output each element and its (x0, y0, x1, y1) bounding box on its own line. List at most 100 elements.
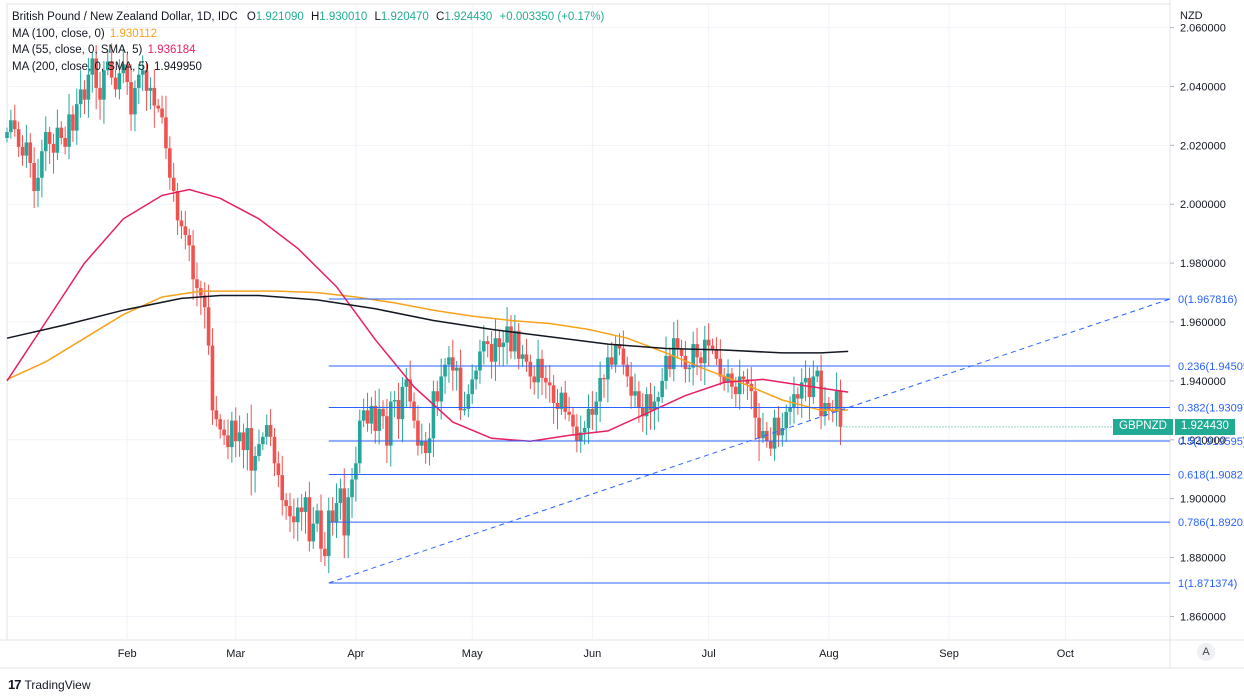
candle-down (280, 455, 285, 516)
indicator-row-ma100[interactable]: MA (100, close, 0) 1.930112 (12, 26, 604, 43)
candle-body (202, 295, 207, 308)
candle-down (342, 468, 347, 559)
candle-down (218, 414, 223, 439)
candle-body (71, 114, 75, 131)
candle-body (105, 61, 110, 71)
candle-down (710, 338, 715, 355)
candle-up (439, 358, 443, 420)
indicator-row-ma200[interactable]: MA (200, close, 0, SMA, 5) 1.949950 (12, 59, 604, 76)
candle-body (792, 394, 796, 408)
currency-label: NZD (1180, 10, 1203, 22)
candle-body (640, 407, 645, 417)
candle-body (144, 70, 149, 91)
candle-body (470, 379, 474, 395)
candle-down (109, 43, 114, 85)
indicator-row-ma55[interactable]: MA (55, close, 0, SMA, 5) 1.936184 (12, 42, 604, 59)
candle-body (381, 408, 385, 417)
candle-down (191, 230, 195, 300)
candle-down (679, 339, 684, 368)
candle-body (571, 414, 575, 427)
candle-body (346, 497, 350, 536)
fib-level-label: 0.786(1.892013) (1178, 517, 1244, 529)
candle-body (400, 386, 405, 420)
candle-up (346, 487, 350, 559)
fib-level-label: 0.618(1.908215) (1178, 469, 1244, 481)
candle-body (218, 419, 223, 430)
high-label: H (310, 11, 320, 23)
candle-up (361, 398, 366, 428)
x-tick-label: Jun (584, 648, 602, 660)
fib-level-label: 0.236(1.945055) (1178, 361, 1244, 373)
candle-body (656, 397, 661, 402)
candle-up (253, 446, 257, 493)
candle-body (714, 349, 719, 359)
candle-body (423, 441, 428, 454)
candle-down (590, 391, 595, 430)
candle-down (609, 341, 614, 370)
candle-body (67, 114, 71, 147)
candle-down (214, 396, 219, 427)
high-value: 1.930010 (319, 11, 368, 23)
candle-down (32, 147, 36, 209)
candle-up (815, 366, 820, 383)
low-label: L (374, 11, 381, 23)
candle-body (703, 339, 707, 364)
candle-body (613, 344, 618, 365)
candle-body (373, 405, 378, 431)
candle-up (86, 58, 91, 118)
candle-body (113, 77, 118, 90)
candle-up (447, 346, 451, 383)
candle-body (753, 391, 757, 418)
candle-down (629, 362, 633, 409)
candle-body (485, 341, 490, 345)
candle-up (90, 52, 95, 93)
candle-body (299, 507, 304, 512)
candle-down (12, 104, 17, 137)
candle-body (834, 391, 839, 412)
candle-up (261, 432, 265, 451)
candle-body (799, 382, 804, 399)
candle-body (582, 428, 587, 433)
candle-body (629, 376, 633, 396)
candle-body (838, 391, 843, 427)
candle-down (544, 365, 548, 399)
tradingview-branding[interactable]: 17 TradingView (8, 677, 91, 692)
x-tick-label: Jul (702, 648, 716, 660)
candle-body (706, 339, 711, 346)
candle-up (443, 358, 447, 394)
candle-down (451, 339, 455, 391)
fib-level-label: 0(1.967816) (1178, 294, 1237, 306)
candle-body (734, 386, 738, 395)
candle-down (144, 62, 149, 111)
candle-down (330, 497, 335, 536)
candle-up (761, 412, 765, 443)
candle-body (609, 357, 614, 365)
x-tick-label: Sep (939, 648, 959, 660)
auto-scale-button[interactable]: A (1197, 643, 1215, 661)
candle-down (796, 387, 800, 415)
candle-body (691, 344, 695, 368)
candle-down (567, 397, 571, 422)
candle-body (664, 355, 668, 381)
candle-down (528, 354, 533, 389)
candle-up (470, 364, 474, 404)
candle-body (633, 391, 637, 396)
candle-down (94, 45, 98, 110)
candle-body (594, 401, 599, 415)
candle-body (206, 307, 211, 346)
candle-up (656, 391, 661, 422)
candle-body (388, 401, 393, 446)
candle-body (264, 425, 269, 437)
tradingview-name: TradingView (24, 677, 91, 692)
candle-down (160, 95, 164, 124)
candle-up (536, 339, 540, 399)
y-tick-label: 1.980000 (1180, 258, 1226, 270)
x-tick-label: Apr (347, 648, 364, 660)
symbol-title: British Pound / New Zealand Dollar, 1D, … (12, 11, 238, 23)
candle-down (59, 121, 64, 145)
candle-up (772, 409, 777, 461)
candle-body (602, 377, 606, 380)
candle-down (602, 374, 606, 398)
candle-down (571, 408, 575, 436)
